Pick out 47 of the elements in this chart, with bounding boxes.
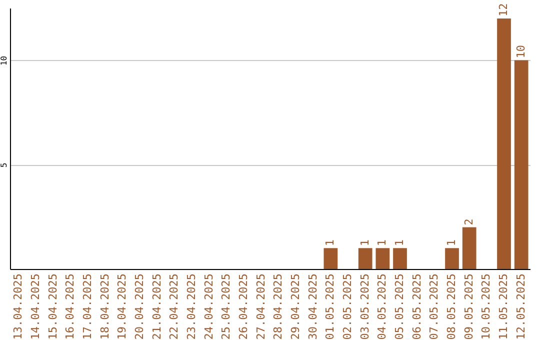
x-tick-label: 08.05.2025 xyxy=(445,274,458,340)
x-tick-label: 29.04.2025 xyxy=(289,274,302,340)
x-tick-label: 18.04.2025 xyxy=(98,274,112,340)
x-tick-label: 12.05.2025 xyxy=(514,274,528,340)
bar xyxy=(358,248,372,269)
x-tick-label: 07.05.2025 xyxy=(428,274,441,340)
bar xyxy=(514,60,528,269)
data-label: 1 xyxy=(376,239,389,246)
x-tick-label: 01.05.2025 xyxy=(324,274,337,340)
x-tick-label: 22.04.2025 xyxy=(168,274,181,340)
y-tick-label: 5 xyxy=(0,162,8,168)
x-tick-label: 30.04.2025 xyxy=(306,274,320,340)
data-label: 1 xyxy=(324,239,337,246)
x-tick-label: 15.04.2025 xyxy=(46,274,60,340)
data-label: 1 xyxy=(445,239,458,246)
x-tick-label: 16.04.2025 xyxy=(64,274,77,340)
bar xyxy=(376,248,390,269)
data-label: 12 xyxy=(497,3,510,16)
x-tick-label: 02.05.2025 xyxy=(341,274,354,340)
x-tick-label: 24.04.2025 xyxy=(202,274,216,340)
x-tick-label: 28.04.2025 xyxy=(272,274,285,340)
x-tick-label: 09.05.2025 xyxy=(462,274,476,340)
x-tick-label: 20.04.2025 xyxy=(133,274,146,340)
x-tick-label: 11.05.2025 xyxy=(497,274,510,340)
data-label: 10 xyxy=(514,44,528,58)
x-tick-label: 17.04.2025 xyxy=(81,274,94,340)
x-tick-label: 23.04.2025 xyxy=(185,274,198,340)
bar xyxy=(497,18,511,269)
x-tick-label: 19.04.2025 xyxy=(116,274,129,340)
x-tick-label: 25.04.2025 xyxy=(220,274,233,340)
x-tick-label: 26.04.2025 xyxy=(237,274,250,340)
bar xyxy=(445,248,459,269)
x-tick-label: 06.05.2025 xyxy=(410,274,424,340)
x-tick-label: 14.04.2025 xyxy=(29,274,42,340)
bar xyxy=(462,227,476,269)
x-tick-label: 13.04.2025 xyxy=(12,274,25,340)
x-tick-label: 05.05.2025 xyxy=(393,274,406,340)
x-tick-label: 27.04.2025 xyxy=(254,274,268,340)
x-tick-label: 10.05.2025 xyxy=(480,274,493,340)
bar xyxy=(324,248,338,269)
x-tick-label: 04.05.2025 xyxy=(376,274,389,340)
x-tick-label: 03.05.2025 xyxy=(358,274,372,340)
bar xyxy=(393,248,407,269)
data-label: 1 xyxy=(393,239,406,246)
data-label: 2 xyxy=(462,218,476,226)
data-label: 1 xyxy=(358,239,372,246)
x-tick-label: 21.04.2025 xyxy=(150,274,164,340)
